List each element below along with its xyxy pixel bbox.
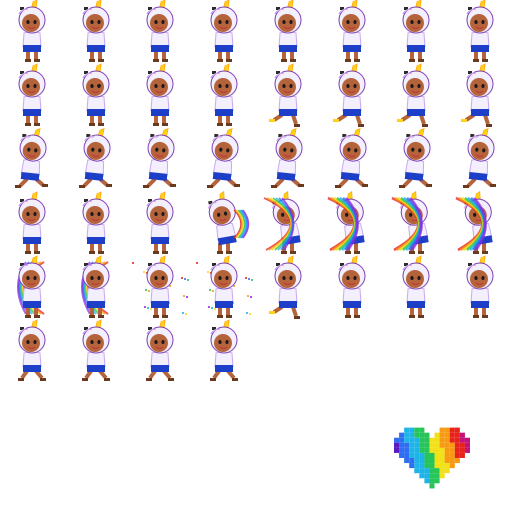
- character-sprite: [269, 63, 302, 127]
- character-sprite: [210, 0, 238, 62]
- sprite-frame: [0, 255, 64, 320]
- character-sprite: [18, 63, 46, 126]
- sprite-frame: [128, 319, 192, 384]
- sprite-frame: [64, 191, 128, 256]
- sprite-frame: [192, 63, 256, 128]
- heart-pixels: [394, 427, 470, 489]
- character-sprite: [207, 190, 250, 254]
- sprite-frame: [128, 0, 192, 64]
- character-sprite: [18, 0, 46, 62]
- sprite-frame: [448, 128, 512, 192]
- character-sprite: [15, 128, 48, 188]
- character-sprite: [461, 63, 494, 127]
- character-sprite: [466, 0, 494, 62]
- sprite-frame: [448, 190, 512, 256]
- sprite-frame: [320, 63, 384, 128]
- sprite-frame: [0, 63, 64, 128]
- sprite-frame: [64, 0, 128, 64]
- sprite-frame: [192, 255, 256, 320]
- character-sprite: [146, 191, 174, 254]
- sprite-frame: [192, 190, 256, 256]
- character-sprite: [146, 63, 174, 126]
- character-sprite: [79, 128, 112, 188]
- sprite-frame: [64, 128, 128, 192]
- character-sprite: [463, 128, 496, 188]
- sprite-frame: [384, 0, 448, 64]
- sprite-frame: [384, 255, 448, 320]
- sprite-frame: [384, 128, 448, 192]
- character-sprite: [196, 255, 253, 318]
- character-sprite: [338, 255, 366, 318]
- character-sprite: [18, 191, 46, 254]
- character-sprite: [82, 0, 110, 62]
- sprite-frame: [448, 63, 512, 128]
- character-sprite: [143, 128, 176, 188]
- character-sprite: [210, 319, 238, 381]
- character-sprite: [402, 255, 430, 318]
- sprite-frame: [320, 255, 384, 320]
- sprite-frame: [320, 0, 384, 64]
- character-sprite: [397, 63, 430, 127]
- character-sprite: [17, 255, 46, 318]
- sprite-frame: [192, 0, 256, 64]
- character-sprite: [274, 0, 302, 62]
- sprite-frame: [128, 255, 192, 320]
- character-sprite: [263, 190, 301, 254]
- sprite-frame: [0, 128, 64, 192]
- sprite-frame: [448, 255, 512, 320]
- sprite-frame: [0, 191, 64, 256]
- character-sprite: [82, 191, 110, 254]
- character-sprite: [207, 128, 240, 188]
- sprite-frame: [64, 319, 128, 384]
- sprite-frame: [64, 255, 128, 320]
- sprite-frame: [384, 63, 448, 128]
- sprite-frame: [448, 0, 512, 64]
- sprite-frame: [384, 190, 448, 256]
- sprite-frame: [0, 319, 64, 384]
- rainbow-heart-icon: [394, 424, 470, 492]
- character-sprite: [391, 190, 429, 254]
- sprite-frame: [128, 63, 192, 128]
- sprite-frame: [256, 255, 320, 320]
- character-sprite: [82, 319, 110, 381]
- sprite-frame: [64, 63, 128, 128]
- character-sprite: [271, 128, 304, 188]
- character-sprite: [455, 190, 493, 254]
- sprite-frame: [256, 63, 320, 128]
- character-sprite: [327, 190, 365, 254]
- character-sprite: [146, 319, 174, 381]
- character-sprite: [82, 63, 110, 126]
- sprite-frame: [192, 319, 256, 384]
- character-sprite: [210, 63, 238, 126]
- character-sprite: [402, 0, 430, 62]
- character-sprite: [81, 255, 110, 318]
- character-sprite: [132, 255, 189, 318]
- sprite-frame: [192, 128, 256, 192]
- character-sprite: [338, 0, 366, 62]
- sprite-frame: [256, 190, 320, 256]
- sprite-frame: [320, 190, 384, 256]
- sprite-frame: [128, 128, 192, 192]
- character-sprite: [269, 255, 302, 319]
- character-sprite: [399, 128, 432, 188]
- sprite-frame: [256, 128, 320, 192]
- character-sprite: [18, 319, 46, 381]
- character-sprite: [146, 0, 174, 62]
- character-sprite: [466, 255, 494, 318]
- sprite-frame: [0, 0, 64, 64]
- sprite-frame: [128, 191, 192, 256]
- sprite-frame: [256, 0, 320, 64]
- sprite-frame: [320, 128, 384, 192]
- character-sprite: [335, 128, 368, 188]
- character-sprite: [333, 63, 366, 127]
